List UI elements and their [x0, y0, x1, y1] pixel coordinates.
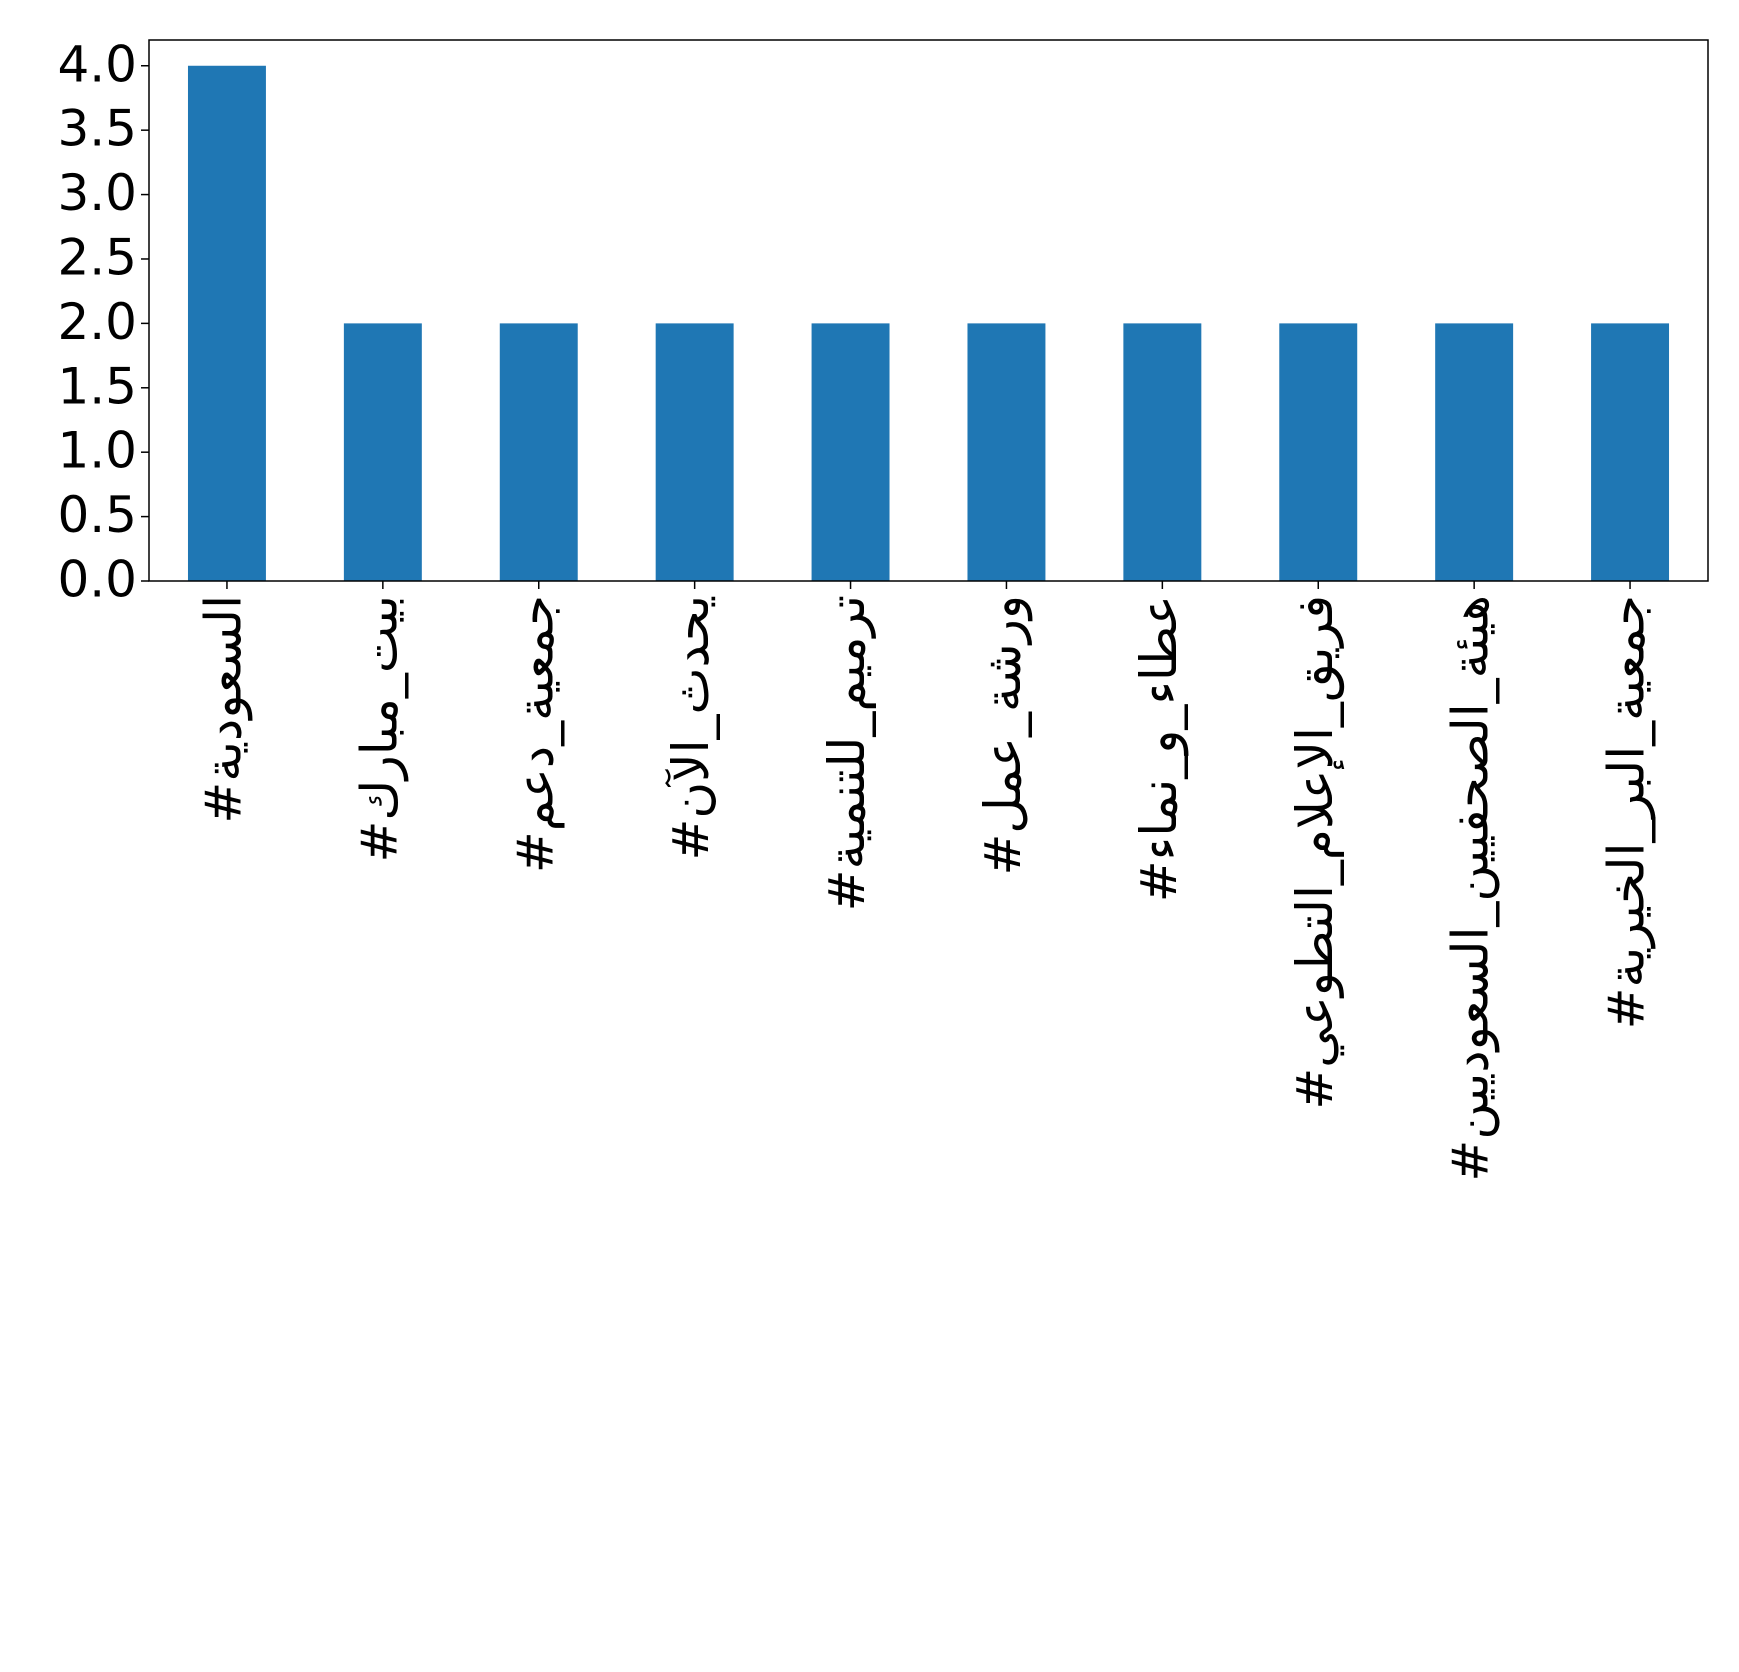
plot-frame — [148, 39, 1709, 582]
y-tick-label: 2.0 — [57, 293, 137, 351]
bar — [811, 323, 890, 581]
y-tick-label: 3.5 — [57, 100, 137, 158]
bar — [187, 65, 266, 581]
bar — [1279, 323, 1358, 581]
x-tick-label: #فريق_الإعلام_التطوعي — [1286, 595, 1344, 1110]
bar — [1123, 323, 1202, 581]
x-tick-label: #هيئة_الصحفيين_السعوديين — [1442, 595, 1500, 1182]
bar — [343, 323, 422, 581]
y-tick-label: 2.5 — [57, 228, 137, 286]
x-tick-label: #جمعية_البر_الخيرية — [1598, 595, 1656, 1029]
x-tick-label: #ورشة_عمل — [974, 595, 1033, 876]
y-tick-label: 1.0 — [57, 422, 137, 480]
x-tick-label: #عطاء_و_نماء — [1130, 595, 1189, 902]
x-tick-label: #يحدث_الآن — [662, 595, 720, 861]
y-tick-label: 3.0 — [57, 164, 137, 222]
x-tick-label: #السعودية — [194, 595, 252, 824]
bar — [499, 323, 578, 581]
bar — [1591, 323, 1670, 581]
y-tick-label: 4.0 — [57, 35, 137, 93]
bar — [967, 323, 1046, 581]
x-tick-label: #ترميم_للتنمية — [818, 595, 876, 911]
y-tick-label: 0.0 — [57, 551, 137, 609]
x-tick-label: #جمعية_دعم — [506, 595, 564, 873]
x-tick-label: #بيت_مبارك — [350, 595, 408, 862]
y-tick-label: 1.5 — [57, 357, 137, 415]
y-tick-label: 0.5 — [57, 486, 137, 544]
bar — [655, 323, 734, 581]
bar — [1435, 323, 1514, 581]
